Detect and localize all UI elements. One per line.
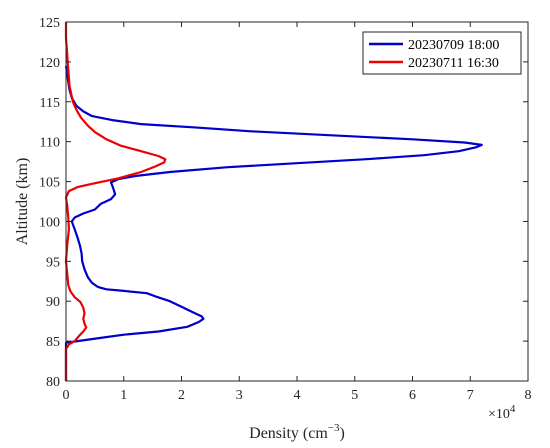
x-axis-multiplier: ×104 (488, 403, 516, 422)
series-layer (64, 22, 483, 381)
y-tick-label: 95 (46, 255, 60, 270)
legend-label-1: 20230711 16:30 (408, 56, 499, 71)
x-tick-label: 0 (63, 388, 70, 403)
legend: 20230709 18:00 20230711 16:30 (362, 31, 522, 75)
y-tick-label: 100 (39, 215, 60, 230)
y-tick-label: 80 (46, 375, 60, 390)
x-axis-multiplier-base: ×10 (488, 407, 510, 422)
x-axis-label-exponent: −3 (328, 422, 340, 434)
x-tick-label: 8 (525, 388, 532, 403)
y-axis-label: Altitude (km) (14, 158, 31, 246)
x-tick-label: 3 (236, 388, 243, 403)
ticks-layer: 0 1 2 3 4 5 6 7 8 80 85 90 95 100 105 110 115 120 125 (39, 16, 532, 403)
y-tick-label: 85 (46, 335, 60, 350)
y-tick-label: 105 (39, 176, 60, 191)
y-tick-label: 125 (39, 16, 60, 31)
y-tick-label: 110 (40, 136, 60, 151)
x-axis-label-close: ) (340, 425, 345, 442)
series-line-0 (64, 65, 483, 381)
legend-label-0: 20230709 18:00 (408, 38, 499, 53)
y-tick-label: 90 (46, 295, 60, 310)
legend-box (362, 31, 522, 75)
series-line-1 (64, 22, 167, 381)
x-axis-label-base: Density (cm (249, 425, 328, 442)
x-tick-label: 5 (351, 388, 358, 403)
x-tick-label: 2 (178, 388, 185, 403)
x-tick-label: 6 (409, 388, 416, 403)
x-axis-multiplier-exponent: 4 (510, 403, 516, 415)
x-tick-label: 7 (467, 388, 474, 403)
x-tick-label: 1 (120, 388, 127, 403)
plot-frame (65, 21, 529, 382)
y-tick-label: 120 (39, 56, 60, 71)
x-tick-label: 4 (294, 388, 301, 403)
x-axis-label: Density (cm−3) (249, 422, 345, 442)
y-tick-label: 115 (40, 96, 60, 111)
